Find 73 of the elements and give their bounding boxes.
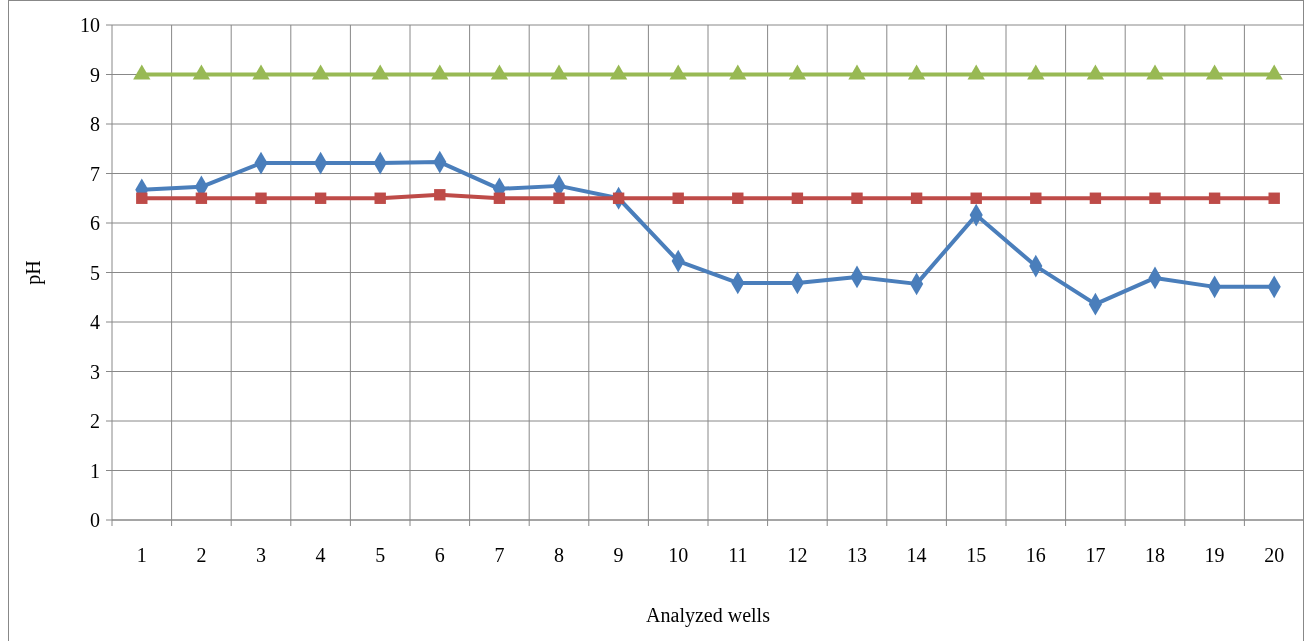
y-tick-label: 4 [90, 311, 100, 333]
point [851, 192, 863, 204]
point [431, 64, 449, 80]
x-tick-label: 4 [315, 544, 326, 566]
point [311, 64, 330, 80]
y-tick-label: 9 [90, 63, 100, 86]
x-tick-label: 8 [554, 544, 564, 566]
point [910, 192, 923, 204]
point [133, 64, 151, 80]
x-tick-label: 7 [494, 544, 505, 566]
x-tick-label: 6 [434, 544, 445, 566]
x-tick-label: 16 [1025, 544, 1046, 566]
y-axis-title: pH [22, 260, 45, 285]
x-tick-label: 2 [196, 544, 207, 566]
x-tick-label: 19 [1204, 544, 1225, 566]
point [1027, 64, 1045, 80]
x-tick-label: 18 [1145, 544, 1165, 566]
point [1268, 192, 1280, 204]
point [493, 192, 506, 204]
point [1265, 64, 1283, 80]
point [669, 64, 687, 80]
point [1208, 192, 1221, 204]
point [907, 64, 926, 80]
x-tick-label: 20 [1264, 544, 1285, 566]
y-tick-label: 10 [80, 14, 100, 36]
x-tick-label: 17 [1085, 544, 1106, 566]
point [136, 192, 148, 204]
point [434, 189, 446, 201]
x-tick-label: 14 [906, 544, 927, 566]
point [550, 64, 568, 80]
y-tick-label: 8 [90, 113, 100, 135]
point [252, 64, 270, 80]
point [967, 64, 985, 80]
point [1149, 192, 1161, 204]
x-tick-label: 5 [375, 544, 386, 566]
point [970, 192, 982, 204]
y-tick-label: 3 [90, 360, 100, 383]
point [490, 64, 509, 80]
x-tick-label: 3 [256, 544, 266, 566]
point [314, 192, 327, 204]
point [609, 64, 628, 80]
y-tick-label: 6 [90, 212, 100, 234]
point [371, 64, 389, 80]
point [672, 192, 684, 204]
x-tick-label: 10 [668, 544, 689, 566]
x-tick-label: 11 [728, 544, 748, 566]
point [255, 192, 267, 204]
x-tick-label: 13 [847, 544, 867, 566]
point [1146, 64, 1164, 80]
x-tick-label: 1 [136, 544, 147, 566]
y-tick-label: 0 [90, 509, 100, 531]
point [1089, 192, 1102, 204]
x-tick-label: 12 [787, 544, 808, 566]
point [848, 64, 866, 80]
y-tick-label: 5 [90, 261, 100, 284]
x-tick-label: 15 [966, 544, 987, 566]
point [195, 192, 208, 204]
x-tick-label: 9 [613, 544, 624, 566]
point [788, 64, 807, 80]
point [612, 192, 625, 204]
point [732, 192, 744, 204]
point [1205, 64, 1224, 80]
x-axis-title: Analyzed wells [646, 604, 771, 627]
point [1030, 192, 1042, 204]
point [374, 192, 386, 204]
point [791, 192, 804, 204]
point [1086, 64, 1105, 80]
y-tick-label: 7 [90, 162, 100, 185]
y-tick-label: 2 [90, 410, 100, 432]
point [553, 192, 565, 204]
point [729, 64, 747, 80]
point [192, 64, 211, 80]
y-tick-label: 1 [90, 459, 100, 482]
